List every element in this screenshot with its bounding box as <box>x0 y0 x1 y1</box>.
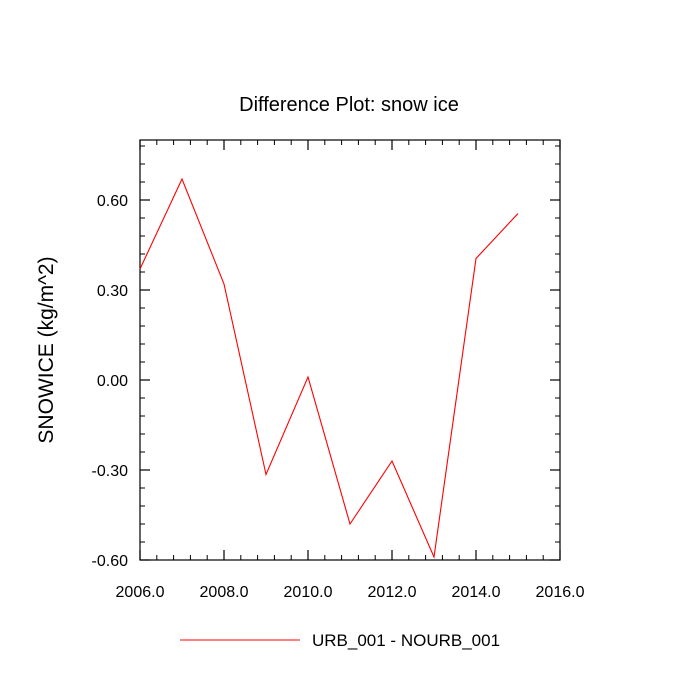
x-tick-label: 2016.0 <box>536 584 585 601</box>
y-tick-label: 0.60 <box>97 193 128 210</box>
legend-label: URB_001 - NOURB_001 <box>312 631 500 650</box>
plot-frame <box>139 139 561 561</box>
x-tick-label: 2006.0 <box>116 584 165 601</box>
y-tick-label: 0.30 <box>97 283 128 300</box>
chart-title: Difference Plot: snow ice <box>239 94 459 116</box>
y-axis-ticks: -0.60 -0.30 0.00 0.30 0.60 <box>92 145 560 570</box>
y-axis-label: SNOWICE (kg/m^2) <box>35 256 58 443</box>
x-axis-ticks: 2006.0 2008.0 2010.0 2012.0 2014.0 2016.0 <box>116 140 585 601</box>
legend: URB_001 - NOURB_001 <box>180 631 500 650</box>
y-tick-label: -0.60 <box>92 553 129 570</box>
y-tick-label: -0.30 <box>92 463 129 480</box>
x-tick-label: 2014.0 <box>452 584 501 601</box>
x-tick-label: 2008.0 <box>200 584 249 601</box>
x-tick-label: 2010.0 <box>284 584 333 601</box>
x-tick-label: 2012.0 <box>368 584 417 601</box>
y-tick-label: 0.00 <box>97 373 128 390</box>
series-line <box>139 177 519 559</box>
series-layer <box>139 177 519 559</box>
